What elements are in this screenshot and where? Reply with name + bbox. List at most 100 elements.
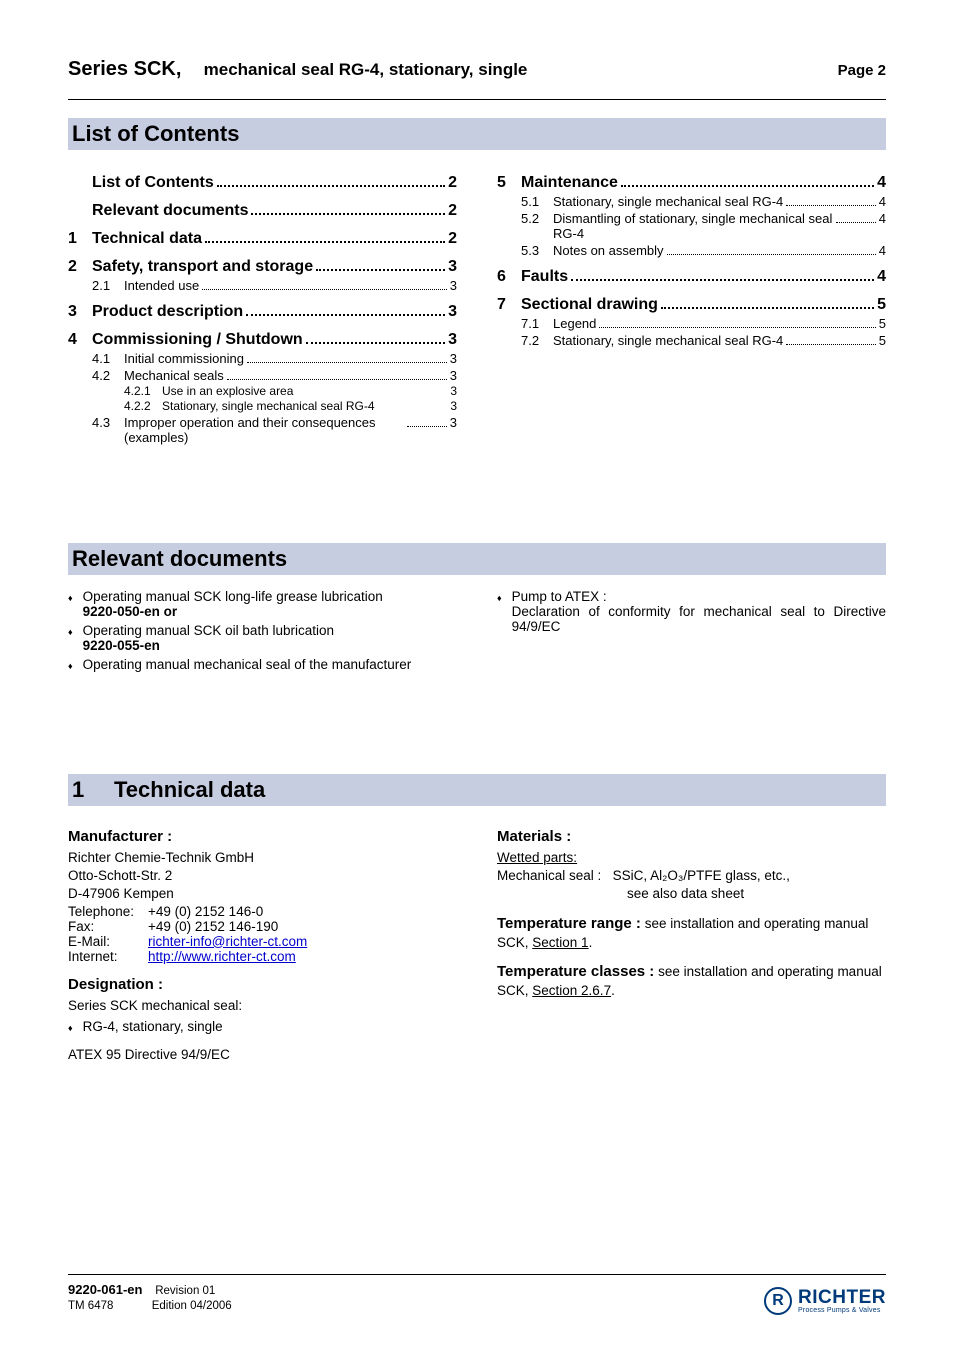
toc-page: 4 — [877, 174, 886, 192]
toc-entry[interactable]: Relevant documents2 — [68, 202, 457, 220]
toc-text: Maintenance — [521, 174, 618, 192]
designation-line: Series SCK mechanical seal: — [68, 997, 457, 1015]
contact-grid: Telephone: +49 (0) 2152 146-0 Fax: +49 (… — [68, 904, 457, 964]
techdata-left: Manufacturer : Richter Chemie-Technik Gm… — [68, 820, 457, 1064]
toc-num: 4.1 — [92, 351, 124, 366]
brand-name: RICHTER — [798, 1288, 886, 1307]
page-number: Page 2 — [838, 62, 886, 79]
toc-leader — [786, 205, 876, 206]
toc-num: 7.1 — [521, 316, 553, 331]
toc-text: List of Contents — [92, 174, 214, 192]
toc-page: 2 — [448, 230, 457, 248]
manufacturer-heading: Manufacturer : — [68, 828, 457, 845]
toc-num: 5.3 — [521, 243, 553, 258]
toc-entry[interactable]: 4.3Improper operation and their conseque… — [68, 415, 457, 445]
toc-text: Product description — [92, 303, 243, 321]
tm-number: TM 6478 — [68, 1300, 113, 1312]
reldocs-heading: Relevant documents — [68, 543, 886, 575]
bullet-item: Operating manual SCK oil bath lubricatio… — [68, 623, 457, 653]
toc-entry[interactable]: 3Product description3 — [68, 303, 457, 321]
toc-left-col: List of Contents2Relevant documents21Tec… — [68, 164, 457, 445]
toc-entry[interactable]: List of Contents 2 — [68, 174, 457, 192]
toc-page: 3 — [448, 331, 457, 349]
tempclass-block: Temperature classes : see installation a… — [497, 962, 886, 1000]
toc-page: 3 — [450, 399, 457, 413]
fax-value: +49 (0) 2152 146-190 — [148, 919, 457, 934]
footer-rule — [68, 1274, 886, 1275]
toc-num: 6 — [497, 268, 521, 286]
toc-entry[interactable]: 4.2Mechanical seals 3 — [68, 368, 457, 383]
toc-entry[interactable]: 4.1Initial commissioning3 — [68, 351, 457, 366]
doc-number: 9220-061-en — [68, 1282, 142, 1297]
toc-num: 1 — [68, 230, 92, 248]
brand-tagline: Process Pumps & Valves — [798, 1307, 886, 1314]
toc-num: 4.2.1 — [124, 384, 162, 398]
email-link[interactable]: richter-info@richter-ct.com — [148, 934, 307, 949]
toc-text: Legend — [553, 316, 596, 331]
reldocs-columns: Operating manual SCK long-life grease lu… — [68, 589, 886, 676]
reldocs-right: Pump to ATEX :Declaration of conformity … — [497, 589, 886, 676]
toc-leader — [251, 213, 445, 215]
toc-entry[interactable]: 4.2.1Use in an explosive area 3 — [68, 384, 457, 398]
toc-num: 2 — [68, 258, 92, 276]
toc-page: 3 — [450, 368, 457, 383]
toc-entry[interactable]: 6Faults4 — [497, 268, 886, 286]
toc-page: 3 — [448, 303, 457, 321]
atex-line: ATEX 95 Directive 94/9/EC — [68, 1046, 457, 1064]
toc-text: Dismantling of stationary, single mechan… — [553, 211, 833, 241]
toc-page: 2 — [448, 174, 457, 192]
toc-entry[interactable]: 7Sectional drawing5 — [497, 296, 886, 314]
toc-entry[interactable]: 4.2.2Stationary, single mechanical seal … — [68, 399, 457, 413]
techdata-num: 1 — [72, 777, 114, 803]
toc-entry[interactable]: 7.2Stationary, single mechanical seal RG… — [497, 333, 886, 348]
web-link[interactable]: http://www.richter-ct.com — [148, 949, 296, 964]
toc-text: Stationary, single mechanical seal RG-4 — [553, 194, 783, 209]
toc-text: Notes on assembly — [553, 243, 664, 258]
logo-icon: R — [764, 1287, 792, 1315]
city: D-47906 Kempen — [68, 885, 457, 903]
toc-entry[interactable]: 5.1Stationary, single mechanical seal RG… — [497, 194, 886, 209]
bullet-item: Operating manual mechanical seal of the … — [68, 657, 457, 672]
mechseal-row: Mechanical seal : SSiC, Al₂O₃/PTFE glass… — [497, 867, 886, 903]
toc-entry[interactable]: 7.1Legend5 — [497, 316, 886, 331]
toc-right-col: 5Maintenance45.1Stationary, single mecha… — [497, 164, 886, 445]
toc-page: 2 — [448, 202, 457, 220]
header-subtitle: mechanical seal RG-4, stationary, single — [204, 60, 528, 79]
page-header: Series SCK, mechanical seal RG-4, statio… — [68, 58, 886, 81]
tel-label: Telephone: — [68, 904, 148, 919]
temprange-block: Temperature range : see installation and… — [497, 914, 886, 952]
toc-leader — [247, 362, 447, 363]
toc-entry[interactable]: 5Maintenance4 — [497, 174, 886, 192]
toc-entry[interactable]: 5.3Notes on assembly4 — [497, 243, 886, 258]
techdata-columns: Manufacturer : Richter Chemie-Technik Gm… — [68, 820, 886, 1064]
toc-leader — [621, 185, 874, 187]
toc-text: Improper operation and their consequence… — [124, 415, 404, 445]
toc-page: 4 — [879, 194, 886, 209]
toc-num: 4.2.2 — [124, 399, 162, 413]
toc-columns: List of Contents2Relevant documents21Tec… — [68, 164, 886, 445]
toc-num: 4.2 — [92, 368, 124, 383]
toc-heading: List of Contents — [68, 118, 886, 150]
toc-text: Sectional drawing — [521, 296, 658, 314]
toc-text: Use in an explosive area — [162, 384, 293, 398]
bullet-item: Pump to ATEX :Declaration of conformity … — [497, 589, 886, 634]
toc-text: Mechanical seals — [124, 368, 224, 383]
toc-entry[interactable]: 2Safety, transport and storage3 — [68, 258, 457, 276]
toc-leader — [786, 344, 876, 345]
fax-label: Fax: — [68, 919, 148, 934]
toc-leader — [571, 279, 874, 281]
toc-page: 5 — [877, 296, 886, 314]
toc-leader — [667, 254, 876, 255]
toc-leader — [306, 342, 445, 344]
toc-entry[interactable]: 2.1Intended use3 — [68, 278, 457, 293]
reldocs-left: Operating manual SCK long-life grease lu… — [68, 589, 457, 676]
brand-logo: R RICHTER Process Pumps & Valves — [764, 1287, 886, 1315]
toc-entry[interactable]: 1Technical data2 — [68, 230, 457, 248]
toc-page: 3 — [450, 415, 457, 430]
toc-entry[interactable]: 5.2Dismantling of stationary, single mec… — [497, 211, 886, 241]
toc-text: Intended use — [124, 278, 199, 293]
toc-entry[interactable]: 4Commissioning / Shutdown3 — [68, 331, 457, 349]
toc-page: 3 — [450, 384, 457, 398]
toc-leader — [407, 426, 447, 427]
edition: Edition 04/2006 — [152, 1300, 232, 1312]
